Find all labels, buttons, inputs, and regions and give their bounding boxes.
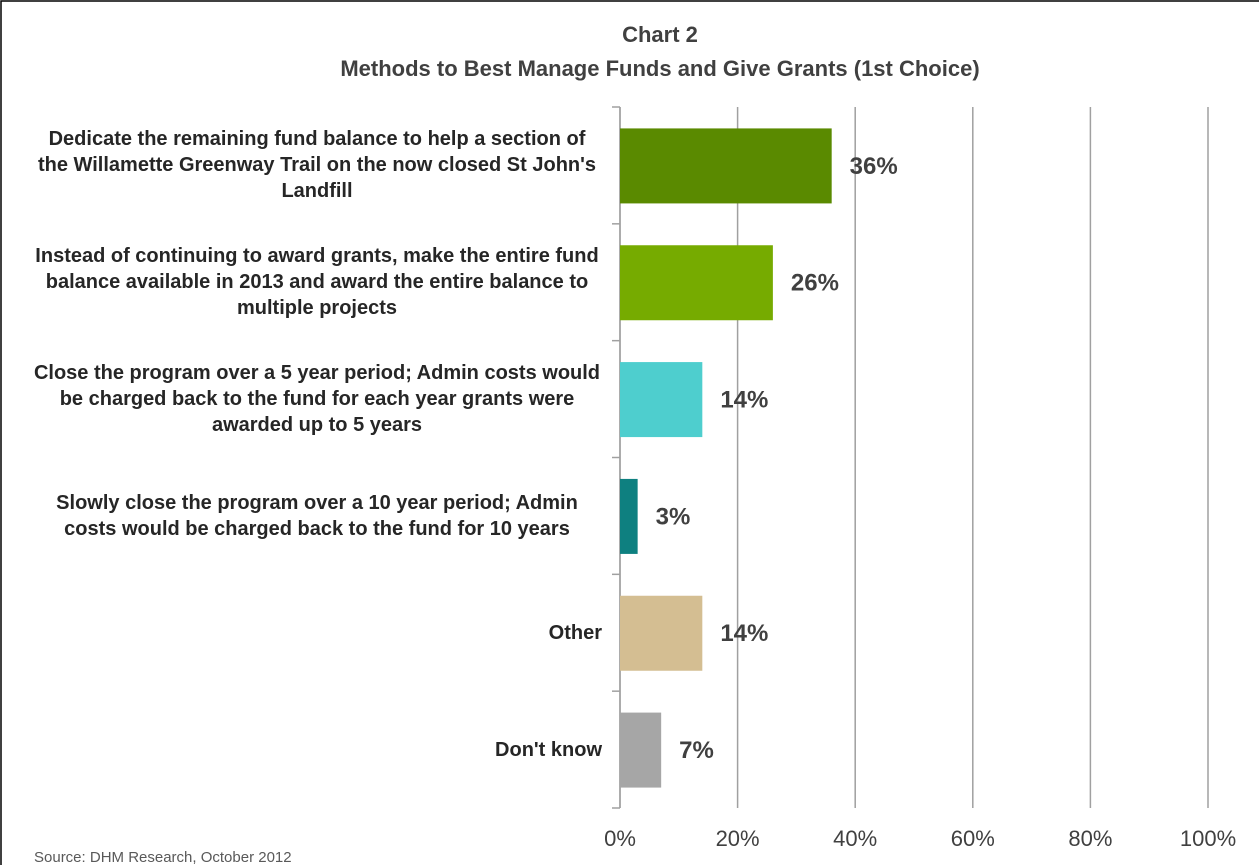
category-label-box: Other [10, 573, 602, 693]
bar [620, 478, 638, 554]
x-tick-label: 40% [833, 826, 877, 851]
category-label-box: Dedicate the remaining fund balance to h… [10, 105, 602, 225]
value-label: 26% [791, 270, 839, 297]
y-tick-label: Other [548, 621, 602, 644]
x-tick-label: 0% [604, 826, 636, 851]
category-label-box: Close the program over a 5 year period; … [10, 339, 602, 459]
y-tick-label: Instead of continuing to award grants, m… [35, 245, 599, 320]
bar [620, 362, 703, 438]
value-label: 14% [720, 386, 768, 413]
y-tick-label: Slowly close the program over a 10 year … [56, 491, 578, 540]
chart-title: Chart 2 [622, 22, 698, 47]
y-tick-label: Dedicate the remaining fund balance to h… [37, 128, 597, 203]
x-tick-label: 20% [716, 826, 760, 851]
y-tick-label: Don't know [495, 738, 602, 761]
bar [620, 128, 832, 204]
bar [620, 712, 662, 788]
bar [620, 595, 703, 671]
category-label-box: Slowly close the program over a 10 year … [10, 456, 602, 576]
y-tick-label: Close the program over a 5 year period; … [33, 362, 601, 437]
category-label-box: Instead of continuing to award grants, m… [10, 222, 602, 342]
source-note: Source: DHM Research, October 2012 [34, 849, 292, 865]
x-tick-label: 80% [1068, 826, 1112, 851]
value-label: 36% [850, 153, 898, 180]
category-label-box: Don't know [10, 690, 602, 810]
value-label: 14% [720, 620, 768, 647]
x-tick-label: 100% [1180, 826, 1236, 851]
value-label: 3% [656, 503, 691, 530]
value-label: 7% [679, 737, 714, 764]
x-tick-label: 60% [951, 826, 995, 851]
bar [620, 245, 773, 321]
chart-subtitle: Methods to Best Manage Funds and Give Gr… [340, 56, 979, 81]
